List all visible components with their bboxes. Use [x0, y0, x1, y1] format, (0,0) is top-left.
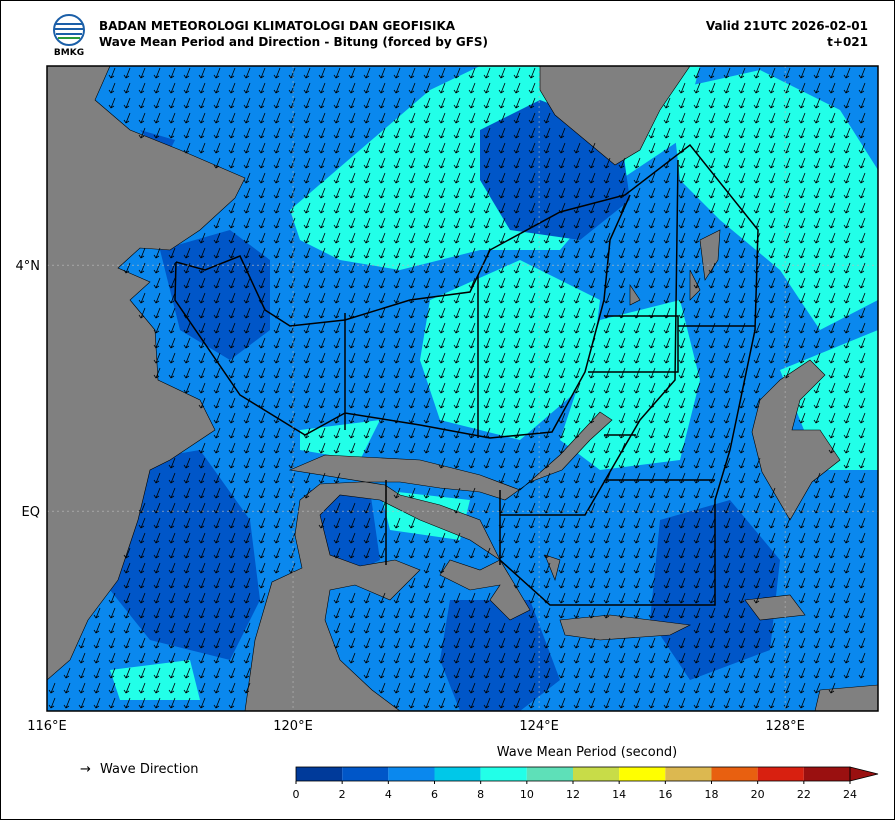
- colorbar-bin: [803, 767, 850, 781]
- colorbar-tick-label: 10: [520, 788, 534, 801]
- land: [47, 66, 878, 711]
- colorbar-tick-label: 12: [566, 788, 580, 801]
- graticule: [47, 66, 878, 711]
- colorbar-bin: [342, 767, 389, 781]
- lon-tick-label: 124°E: [519, 719, 559, 734]
- colorbar-tick-label: 14: [612, 788, 626, 801]
- colorbar-bin: [573, 767, 620, 781]
- colorbar-bin: [619, 767, 666, 781]
- colorbar-tick-label: 4: [385, 788, 392, 801]
- colorbar-bin: [665, 767, 712, 781]
- colorbar-bin: [526, 767, 573, 781]
- forecast-zones: [174, 143, 759, 606]
- legend-arrow: →: [80, 762, 91, 777]
- agency: BADAN METEOROLOGI KLIMATOLOGI DAN GEOFIS…: [99, 19, 456, 33]
- colorbar-bin: [296, 767, 343, 781]
- valid-time: Valid 21UTC 2026-02-01: [706, 19, 868, 33]
- colorbar-tick-label: 8: [477, 788, 484, 801]
- map: [47, 66, 878, 711]
- colorbar-tick-label: 22: [797, 788, 811, 801]
- lead-time: t+021: [827, 35, 868, 49]
- colorbar-bin: [480, 767, 527, 781]
- lat-tick-label: 4°N: [16, 259, 41, 274]
- map-frame: [46, 65, 879, 712]
- colorbar-tick-label: 6: [431, 788, 438, 801]
- logo: [53, 14, 85, 46]
- logo-text: BMKG: [54, 48, 84, 58]
- colorbar-tick-label: 24: [843, 788, 857, 801]
- colorbar-tick-label: 20: [751, 788, 765, 801]
- lon-tick-label: 120°E: [273, 719, 313, 734]
- colorbar-bin: [388, 767, 435, 781]
- lon-tick-label: 128°E: [765, 719, 805, 734]
- period-2-4: [100, 100, 780, 711]
- colorbar-bin: [757, 767, 804, 781]
- colorbar-bin: [711, 767, 758, 781]
- colorbar-tick-label: 16: [658, 788, 672, 801]
- colorbar-tick-label: 18: [705, 788, 719, 801]
- colorbar-title: Wave Mean Period (second): [497, 745, 678, 760]
- lat-tick-label: EQ: [22, 505, 40, 520]
- subtitle: Wave Mean Period and Direction - Bitung …: [99, 35, 488, 49]
- colorbar-bin: [434, 767, 481, 781]
- colorbar-tick-label: 0: [293, 788, 300, 801]
- colorbar-tick-label: 2: [339, 788, 346, 801]
- lon-tick-label: 116°E: [27, 719, 67, 734]
- legend-label: Wave Direction: [100, 762, 199, 777]
- period-8-10: [110, 66, 878, 700]
